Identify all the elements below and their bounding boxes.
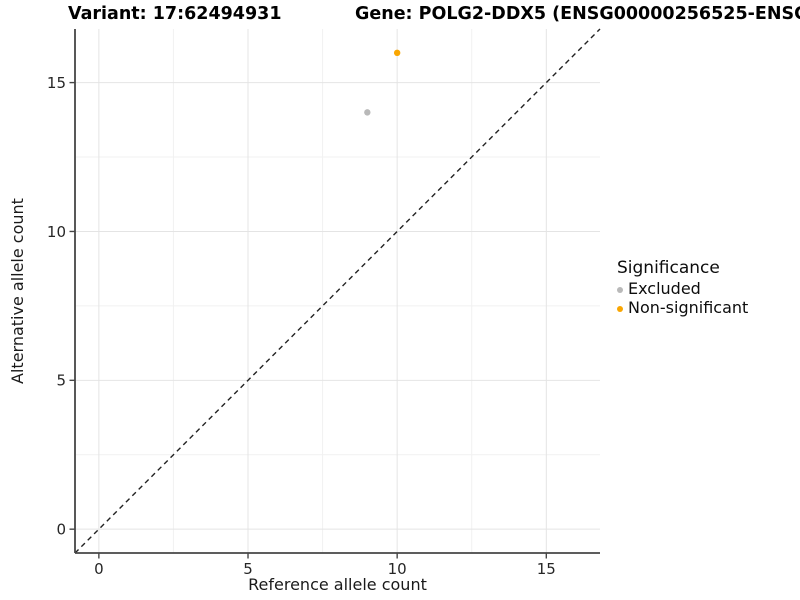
data-point-excluded [364, 109, 371, 116]
x-tick-label: 15 [537, 560, 556, 578]
y-tick-label: 0 [56, 520, 66, 538]
variant-title: Variant: 17:62494931 [68, 4, 282, 24]
data-point-non-significant [393, 49, 401, 57]
identity-line [74, 28, 601, 554]
excluded-dot-icon [617, 287, 623, 293]
y-axis-title: Alternative allele count [8, 198, 27, 384]
legend-item-label: Non-significant [628, 298, 749, 317]
legend-title: Significance [617, 258, 720, 278]
x-tick-label: 0 [94, 560, 104, 578]
x-tick-label: 10 [388, 560, 407, 578]
x-axis-title: Reference allele count [248, 575, 427, 594]
non-significant-dot-icon [617, 306, 623, 312]
gene-title: Gene: POLG2-DDX5 (ENSG00000256525-ENSG [355, 4, 800, 24]
legend-item-non-significant: Non-significant [617, 298, 748, 317]
legend-item-excluded: Excluded [617, 279, 748, 298]
legend-item-label: Excluded [628, 279, 701, 298]
y-tick-label: 10 [47, 223, 66, 241]
x-tick-label: 5 [243, 560, 253, 578]
legend: Significance Excluded Non-significant [617, 258, 748, 317]
y-tick-label: 15 [47, 74, 66, 92]
y-tick-label: 5 [56, 372, 66, 390]
